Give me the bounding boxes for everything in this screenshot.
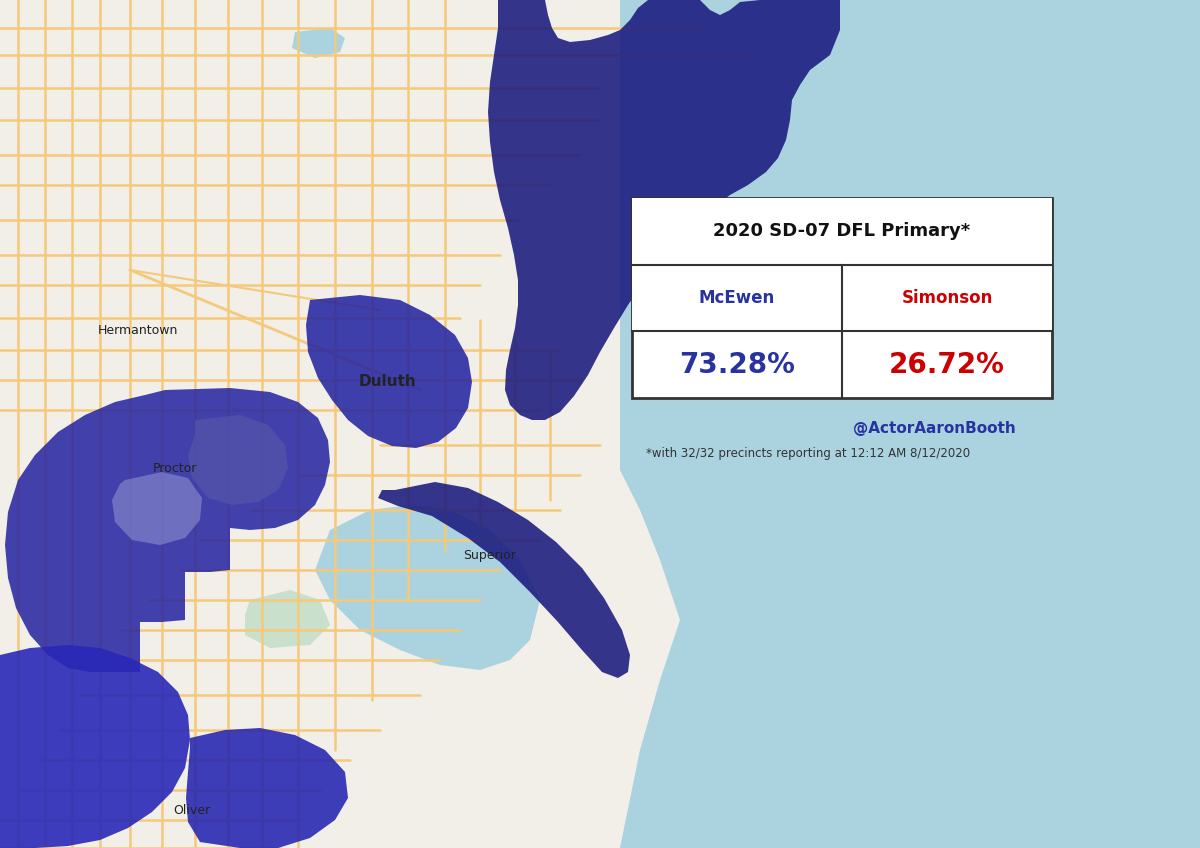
Text: Proctor: Proctor	[152, 461, 197, 475]
Polygon shape	[620, 0, 1200, 848]
Polygon shape	[314, 505, 540, 670]
Polygon shape	[306, 295, 472, 448]
Text: @ActorAaronBooth: @ActorAaronBooth	[853, 421, 1015, 436]
Polygon shape	[186, 728, 348, 848]
Bar	[632, 198, 1052, 398]
Polygon shape	[5, 388, 330, 672]
Polygon shape	[0, 645, 190, 848]
Text: *with 32/32 precincts reporting at 12:12 AM 8/12/2020: *with 32/32 precincts reporting at 12:12…	[647, 447, 971, 460]
Polygon shape	[378, 482, 630, 678]
Polygon shape	[245, 590, 330, 648]
Polygon shape	[292, 28, 346, 58]
Text: 2020 SD-07 DFL Primary*: 2020 SD-07 DFL Primary*	[713, 222, 971, 240]
Bar	[632, 265, 1052, 332]
Text: McEwen: McEwen	[698, 289, 775, 307]
Polygon shape	[188, 415, 288, 505]
Text: 73.28%: 73.28%	[679, 351, 794, 379]
Polygon shape	[112, 472, 202, 545]
Text: Duluth: Duluth	[359, 375, 416, 389]
Text: 26.72%: 26.72%	[889, 351, 1004, 379]
Text: Superior: Superior	[463, 549, 516, 561]
Bar	[632, 198, 1052, 265]
Polygon shape	[488, 0, 840, 420]
Text: Oliver: Oliver	[174, 804, 210, 817]
Text: Simonson: Simonson	[901, 289, 992, 307]
Text: Hermantown: Hermantown	[98, 323, 178, 337]
